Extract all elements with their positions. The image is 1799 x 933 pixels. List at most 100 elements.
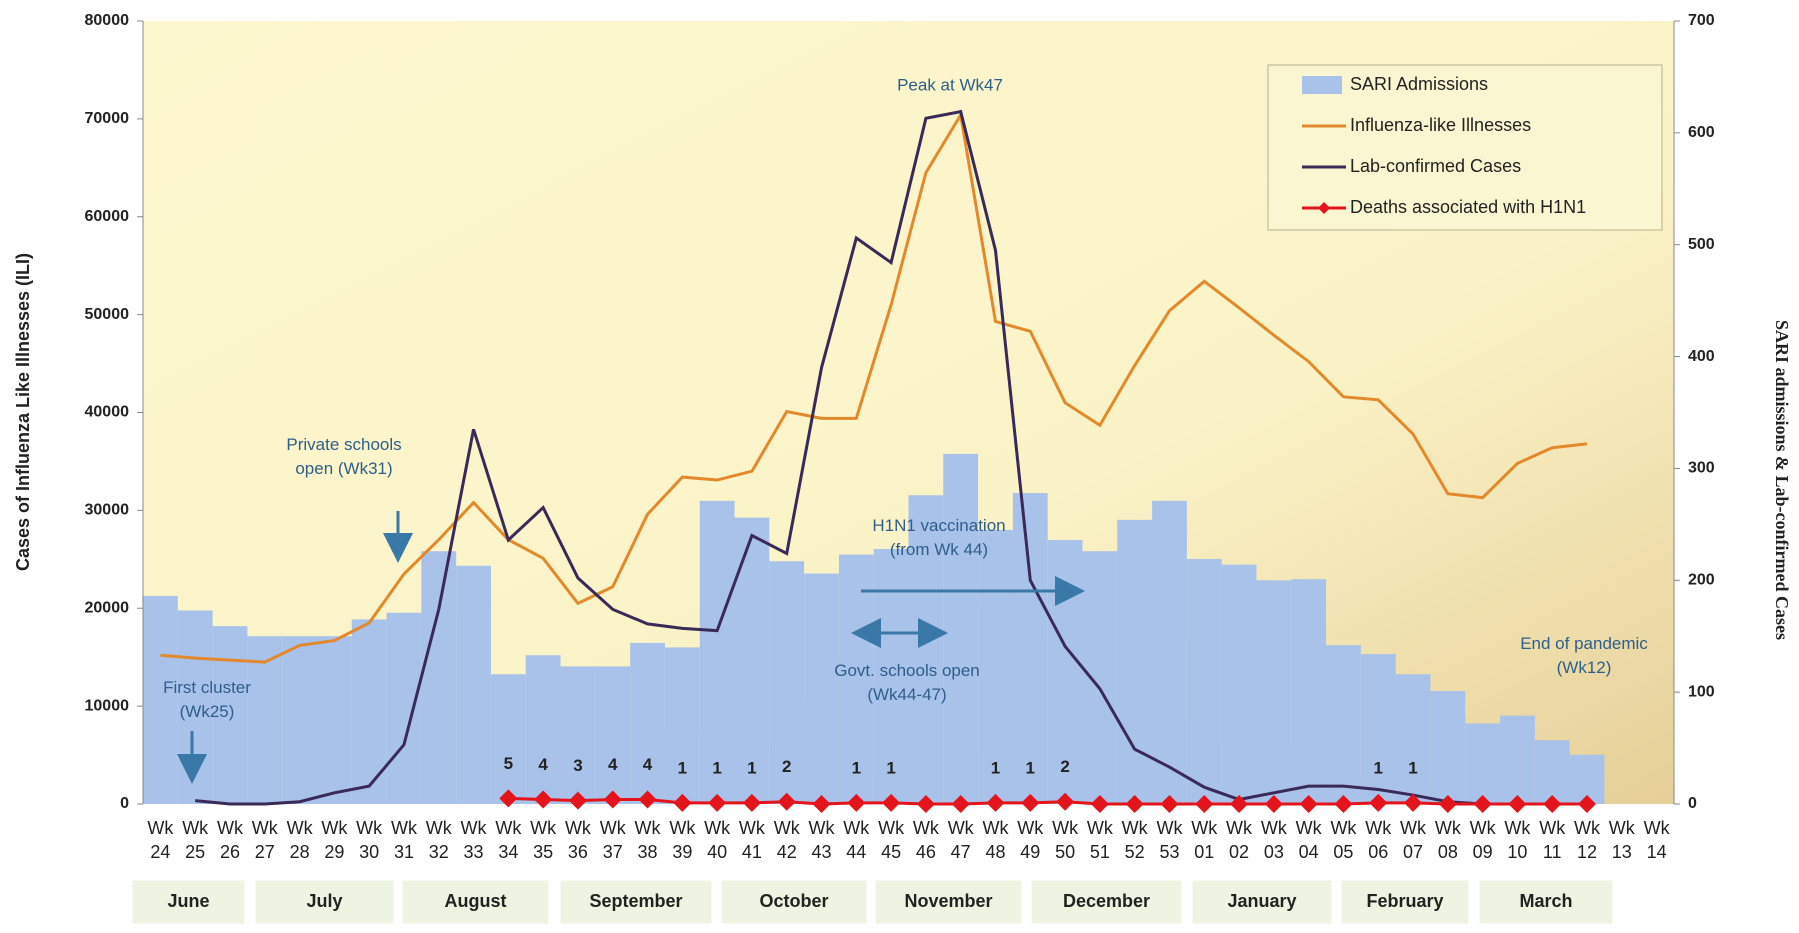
x-tick-label: Wk 24 [147,818,174,862]
marker [812,795,831,813]
annotation: Peak at Wk47 [897,75,1003,94]
month-box [1340,879,1470,925]
bar [525,655,561,804]
bar [1326,645,1361,804]
month-label: June [167,891,209,911]
marker [1473,795,1492,813]
x-tick-label: Wk 28 [287,818,314,862]
y-tick-label: 70000 [85,110,130,127]
x-tick-label: Wk 52 [1122,818,1149,862]
data-label: 1 [991,758,1000,777]
bar [1117,519,1153,804]
x-tick-label: Wk 31 [391,818,418,862]
data-label: 4 [608,755,618,774]
x-tick-label: Wk 30 [356,818,383,862]
x-tick-label: Wk 13 [1609,818,1636,862]
y-tick-label: 30000 [85,502,130,519]
bar [1186,559,1222,804]
x-tick-label: Wk 11 [1539,818,1566,862]
x-tick-label: Wk 35 [530,818,557,862]
marker [1264,795,1283,813]
x-tick-label: Wk 10 [1504,818,1531,862]
y-tick-label: 20000 [85,599,130,616]
annotation: Govt. schools open (Wk44-47) [834,661,980,704]
y-tick-label: 50000 [85,306,130,323]
x-tick-label: Wk 09 [1470,818,1497,862]
month-label: August [445,891,507,911]
bar [630,642,665,804]
month-box [559,879,713,925]
data-label: 3 [573,756,582,775]
bar [908,495,944,804]
data-label: 1 [1374,758,1383,777]
month-box [874,879,1023,925]
legend-marker [1318,202,1330,214]
marker [777,792,796,811]
y-tick-label: 10000 [85,697,130,714]
marker [1578,795,1597,813]
bar [943,453,979,804]
bar [351,619,387,804]
legend-label: SARI Admissions [1350,74,1488,94]
x-tick-label: Wk 36 [565,818,592,862]
x-tick-label: Wk 05 [1330,818,1357,862]
x-tick-label: Wk 12 [1574,818,1601,862]
x-tick-label: Wk 14 [1644,818,1671,862]
bar [1430,691,1466,804]
x-tick-label: Wk 44 [843,818,870,862]
data-label: 4 [538,755,548,774]
x-tick-label: Wk 02 [1226,818,1253,862]
data-label: 2 [1060,757,1069,776]
x-tick-label: Wk 06 [1365,818,1392,862]
marker [1404,793,1423,812]
marker [1125,795,1144,813]
y2-tick-label: 200 [1688,572,1715,589]
bar [421,551,457,804]
x-tick-label: Wk 43 [809,818,836,862]
data-label: 1 [1408,758,1417,777]
bar [1152,500,1187,804]
marker [1334,795,1353,813]
data-label: 1 [747,758,756,777]
month-box [131,879,246,925]
line [160,110,1588,664]
x-tick-label: Wk 03 [1261,818,1288,862]
bar [1395,674,1431,804]
marker [499,789,518,808]
bar [1012,493,1048,804]
bar [664,647,700,804]
bar [1500,715,1535,804]
y-tick-label: 80000 [85,12,130,29]
month-label: March [1519,891,1572,911]
legend-label: Lab-confirmed Cases [1350,156,1521,176]
marker [1195,795,1214,813]
month-label: September [589,891,682,911]
marker [1438,795,1457,813]
bar [1465,723,1501,804]
marker [1021,793,1040,812]
data-label: 1 [886,758,895,777]
annotation: End of pandemic (Wk12) [1520,634,1648,677]
x-tick-label: Wk 46 [913,818,940,862]
x-tick-label: Wk 42 [774,818,801,862]
marker [1090,795,1109,813]
x-tick-label: Wk 32 [426,818,453,862]
x-tick-label: Wk 48 [982,818,1009,862]
x-tick-label: Wk 26 [217,818,244,862]
data-label: 1 [712,758,721,777]
bar [1082,551,1118,804]
bar [316,636,352,804]
marker [1369,793,1388,812]
legend-label: Influenza-like Illnesses [1350,115,1531,135]
marker [1230,795,1249,813]
bar [143,595,178,804]
marker [742,793,761,812]
marker [1056,792,1075,811]
data-label: 1 [678,758,687,777]
x-tick-label: Wk 41 [739,818,766,862]
bar [978,529,1013,804]
y-axis-title: Cases of Influenza Like Illnesses (ILI) [13,253,33,571]
y2-tick-label: 600 [1688,124,1715,141]
legend-label: Deaths associated with H1N1 [1350,197,1586,217]
month-label: October [759,891,828,911]
